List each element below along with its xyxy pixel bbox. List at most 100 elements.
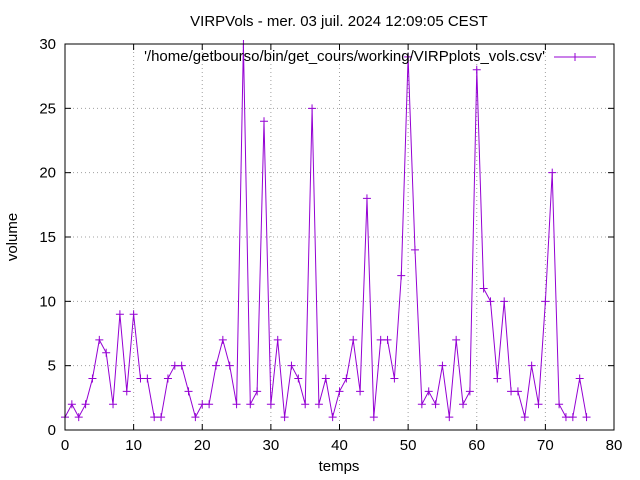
grid-lines xyxy=(65,44,614,430)
data-point xyxy=(465,387,474,396)
data-point xyxy=(452,335,461,344)
data-point xyxy=(527,361,536,370)
data-point xyxy=(424,387,433,396)
axis-ticks: 0 5 10 15 20 25 30 0 10 20 30 40 50 60 70 80 xyxy=(39,36,622,454)
data-point xyxy=(74,413,83,422)
data-point xyxy=(260,117,269,126)
y-tick-label: 30 xyxy=(39,36,56,53)
data-point xyxy=(582,413,591,422)
data-point xyxy=(88,374,97,383)
data-point xyxy=(417,400,426,409)
data-point xyxy=(500,297,509,306)
data-point xyxy=(184,387,193,396)
data-point xyxy=(266,400,275,409)
data-point xyxy=(328,413,337,422)
data-point xyxy=(218,335,227,344)
data-point xyxy=(390,374,399,383)
data-point xyxy=(81,400,90,409)
data-point xyxy=(513,387,522,396)
data-point xyxy=(561,413,570,422)
data-point xyxy=(102,348,111,357)
data-point xyxy=(129,310,138,319)
data-point xyxy=(177,361,186,370)
data-point xyxy=(225,361,234,370)
data-point xyxy=(191,413,200,422)
data-point xyxy=(301,400,310,409)
y-axis-label: volume xyxy=(4,213,21,261)
data-point xyxy=(67,400,76,409)
data-point xyxy=(404,52,413,61)
data-point xyxy=(431,400,440,409)
x-tick-label: 70 xyxy=(537,437,554,454)
y-tick-label: 25 xyxy=(39,100,56,117)
data-point xyxy=(575,374,584,383)
data-point xyxy=(170,361,179,370)
legend-marker xyxy=(571,53,579,61)
legend: '/home/getbourso/bin/get_cours/working/V… xyxy=(144,48,596,65)
data-point xyxy=(314,400,323,409)
series-layer xyxy=(61,40,591,422)
chart-title: VIRPVols - mer. 03 juil. 2024 12:09:05 C… xyxy=(190,13,488,30)
data-point xyxy=(568,413,577,422)
data-point xyxy=(548,168,557,177)
data-point xyxy=(472,65,481,74)
x-tick-label: 0 xyxy=(61,437,69,454)
data-point xyxy=(486,297,495,306)
data-point xyxy=(232,400,241,409)
data-point xyxy=(342,374,351,383)
data-point xyxy=(150,413,159,422)
data-point xyxy=(369,413,378,422)
data-point xyxy=(122,387,131,396)
data-point xyxy=(287,361,296,370)
x-axis-label: temps xyxy=(319,458,360,475)
data-point xyxy=(383,335,392,344)
data-point xyxy=(198,400,207,409)
data-point xyxy=(356,387,365,396)
x-tick-label: 50 xyxy=(400,437,417,454)
data-point xyxy=(246,400,255,409)
data-point xyxy=(493,374,502,383)
data-point xyxy=(157,413,166,422)
data-point xyxy=(280,413,289,422)
y-tick-label: 0 xyxy=(48,422,56,439)
y-tick-label: 20 xyxy=(39,165,56,182)
data-point xyxy=(507,387,516,396)
x-tick-label: 40 xyxy=(331,437,348,454)
y-tick-label: 15 xyxy=(39,229,56,246)
data-point xyxy=(211,361,220,370)
x-tick-label: 80 xyxy=(606,437,623,454)
data-point xyxy=(163,374,172,383)
data-point xyxy=(555,400,564,409)
data-point xyxy=(321,374,330,383)
data-point xyxy=(115,310,124,319)
y-tick-label: 5 xyxy=(48,358,56,375)
data-point xyxy=(459,400,468,409)
data-point xyxy=(397,271,406,280)
data-point xyxy=(143,374,152,383)
data-point xyxy=(335,387,344,396)
data-point xyxy=(294,374,303,383)
y-tick-label: 10 xyxy=(39,293,56,310)
x-tick-label: 60 xyxy=(468,437,485,454)
data-point xyxy=(109,400,118,409)
data-point xyxy=(349,335,358,344)
data-point xyxy=(445,413,454,422)
data-point xyxy=(520,413,529,422)
x-tick-label: 10 xyxy=(125,437,142,454)
data-point xyxy=(136,374,145,383)
data-point xyxy=(308,104,317,113)
data-point xyxy=(376,335,385,344)
data-point xyxy=(253,387,262,396)
x-tick-label: 30 xyxy=(263,437,280,454)
data-point xyxy=(534,400,543,409)
x-tick-label: 20 xyxy=(194,437,211,454)
legend-label: '/home/getbourso/bin/get_cours/working/V… xyxy=(144,48,545,65)
series-line xyxy=(64,43,587,419)
data-point xyxy=(479,284,488,293)
data-point xyxy=(438,361,447,370)
data-point xyxy=(541,297,550,306)
data-point xyxy=(273,335,282,344)
data-point xyxy=(410,245,419,254)
plot-frame xyxy=(64,43,615,431)
